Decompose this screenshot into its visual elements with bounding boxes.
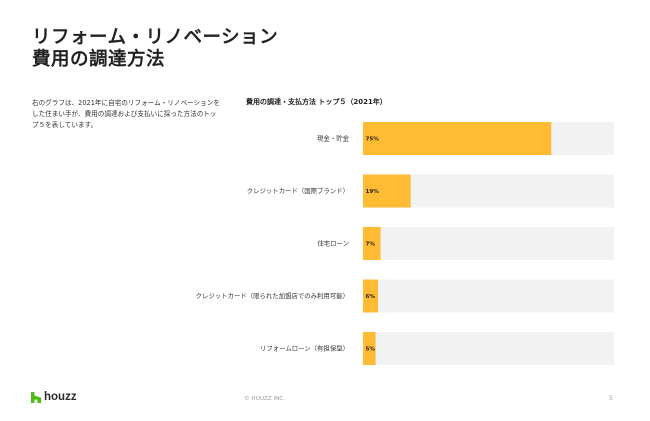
bar-group: クレジットカード（国際ブランド） 19% xyxy=(247,174,614,208)
bar xyxy=(363,122,552,155)
value-label: 7% xyxy=(366,242,376,248)
bar-track xyxy=(363,279,614,313)
category-label: クレジットカード（限られた加盟店でのみ利用可能） xyxy=(196,291,349,300)
houzz-logo-text: houzz xyxy=(44,391,77,403)
bar-group: リフォームローン（有担保型） 5% xyxy=(260,332,614,365)
chart-description: 右のグラフは、2021年に自宅のリフォーム・リノベーションをした住まい手が、費用… xyxy=(32,99,220,129)
page-title-line2: 費用の調達方法 xyxy=(32,49,166,70)
bar xyxy=(363,174,411,208)
bar-group: 住宅ローン 7% xyxy=(317,227,614,260)
bar-group: 現金・貯金 75% xyxy=(317,122,614,155)
houzz-logo[interactable]: houzz xyxy=(31,391,77,403)
category-label: 現金・貯金 xyxy=(317,134,350,143)
bar-track xyxy=(363,227,614,260)
page-title-line1: リフォーム・リノベーション xyxy=(32,27,279,48)
bar xyxy=(363,279,379,313)
page-title: リフォーム・リノベーション 費用の調達方法 xyxy=(32,27,278,71)
category-label: クレジットカード（国際ブランド） xyxy=(247,186,349,195)
bar xyxy=(363,227,381,260)
value-label: 75% xyxy=(366,137,380,143)
value-label: 6% xyxy=(366,294,376,300)
chart-title: 費用の調達・支払方法 トップ５（2021年） xyxy=(246,98,387,106)
bar-track xyxy=(363,332,614,365)
bar-group: クレジットカード（限られた加盟店でのみ利用可能） 6% xyxy=(196,279,614,313)
copyright-text: © HOUZZ INC. xyxy=(244,396,285,402)
category-label: 住宅ローン xyxy=(317,239,349,248)
value-label: 5% xyxy=(366,347,376,353)
bar xyxy=(363,332,376,365)
category-label: リフォームローン（有担保型） xyxy=(260,344,349,353)
houzz-logo-icon xyxy=(31,391,41,403)
value-label: 19% xyxy=(366,189,380,195)
page-number: 5 xyxy=(609,395,613,402)
